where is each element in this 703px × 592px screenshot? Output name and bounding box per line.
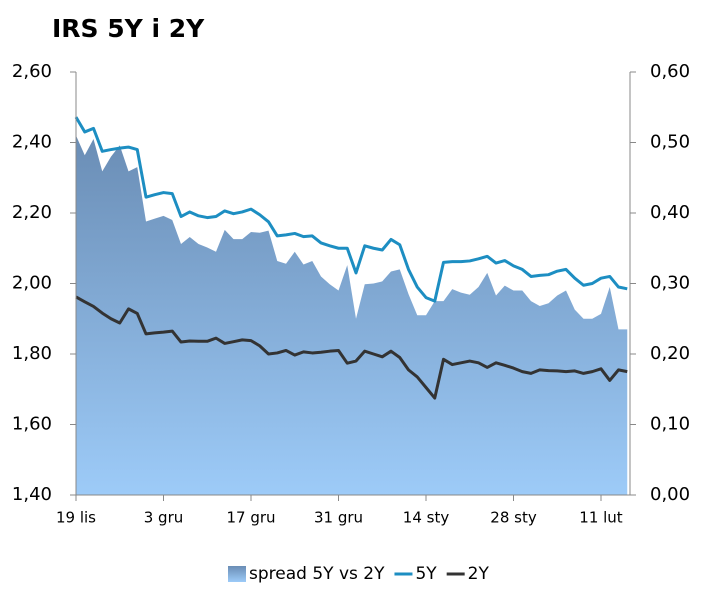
x-tick-label: 17 gru [226, 509, 275, 527]
line [75, 295, 628, 400]
y-tick-label: 1,60 [12, 414, 52, 435]
x-tick-label: 28 sty [490, 509, 537, 527]
legend-label: spread 5Y vs 2Y [249, 564, 385, 584]
y2-tick-label: 0,50 [650, 132, 690, 153]
x-tick-label: 31 gru [314, 509, 363, 527]
x-tick-label: 3 gru [144, 509, 184, 527]
y-tick-label: 1,40 [12, 484, 52, 505]
chart-title: IRS 5Y i 2Y [52, 14, 205, 43]
area [76, 135, 628, 495]
y2-tick-label: 0,30 [650, 273, 690, 294]
y-tick-label: 2,40 [12, 132, 52, 153]
x-tick-label: 11 lut [579, 509, 623, 527]
legend-swatch [228, 566, 246, 582]
x-tick-label: 14 sty [403, 509, 450, 527]
y2-tick-label: 0,60 [650, 61, 690, 82]
y-tick-label: 1,80 [12, 343, 52, 364]
y2-tick-label: 0,10 [650, 414, 690, 435]
y2-tick-label: 0,20 [650, 343, 690, 364]
x-tick-label: 19 lis [56, 509, 96, 527]
y2-tick-label: 0,00 [650, 484, 690, 505]
y2-tick-label: 0,40 [650, 202, 690, 223]
y-tick-label: 2,20 [12, 202, 52, 223]
legend-label: 2Y [468, 564, 490, 584]
line [74, 116, 628, 303]
y-tick-label: 2,60 [12, 61, 52, 82]
legend-label: 5Y [415, 564, 437, 584]
y-tick-label: 2,00 [12, 273, 52, 294]
